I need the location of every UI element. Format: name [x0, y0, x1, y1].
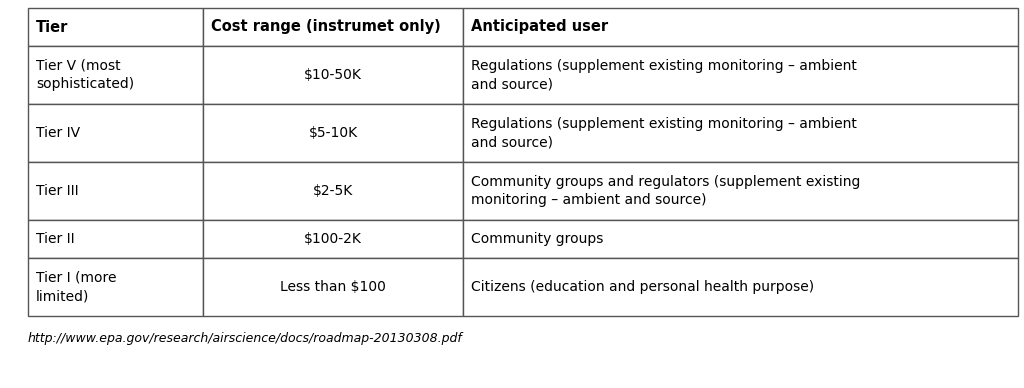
- Bar: [28, 162, 203, 220]
- Bar: [463, 46, 1018, 104]
- Bar: [28, 258, 203, 316]
- Text: Regulations (supplement existing monitoring – ambient
and source): Regulations (supplement existing monitor…: [471, 59, 857, 91]
- Text: $2-5K: $2-5K: [313, 184, 353, 198]
- Bar: [203, 162, 463, 220]
- Bar: [463, 220, 1018, 258]
- Bar: [28, 104, 203, 162]
- Text: Tier IV: Tier IV: [36, 126, 80, 140]
- Bar: [203, 220, 463, 258]
- Text: $10-50K: $10-50K: [304, 68, 361, 82]
- Text: Community groups: Community groups: [471, 232, 603, 246]
- Bar: [28, 46, 203, 104]
- Text: Tier V (most
sophisticated): Tier V (most sophisticated): [36, 59, 134, 91]
- Bar: [203, 258, 463, 316]
- Bar: [463, 104, 1018, 162]
- Text: Community groups and regulators (supplement existing
monitoring – ambient and so: Community groups and regulators (supplem…: [471, 175, 860, 207]
- Text: Tier I (more
limited): Tier I (more limited): [36, 271, 117, 303]
- Text: Tier II: Tier II: [36, 232, 75, 246]
- Text: Cost range (instrumet only): Cost range (instrumet only): [211, 19, 440, 35]
- Text: Citizens (education and personal health purpose): Citizens (education and personal health …: [471, 280, 814, 294]
- Bar: [203, 8, 463, 46]
- Text: Regulations (supplement existing monitoring – ambient
and source): Regulations (supplement existing monitor…: [471, 117, 857, 149]
- Bar: [203, 46, 463, 104]
- Bar: [28, 8, 203, 46]
- Text: $5-10K: $5-10K: [308, 126, 357, 140]
- Bar: [28, 220, 203, 258]
- Text: Less than $100: Less than $100: [280, 280, 386, 294]
- Text: Tier III: Tier III: [36, 184, 79, 198]
- Text: Tier: Tier: [36, 19, 69, 35]
- Bar: [463, 258, 1018, 316]
- Text: http://www.epa.gov/research/airscience/docs/roadmap-20130308.pdf: http://www.epa.gov/research/airscience/d…: [28, 332, 463, 345]
- Bar: [463, 8, 1018, 46]
- Bar: [463, 162, 1018, 220]
- Text: $100-2K: $100-2K: [304, 232, 361, 246]
- Text: Anticipated user: Anticipated user: [471, 19, 608, 35]
- Bar: [203, 104, 463, 162]
